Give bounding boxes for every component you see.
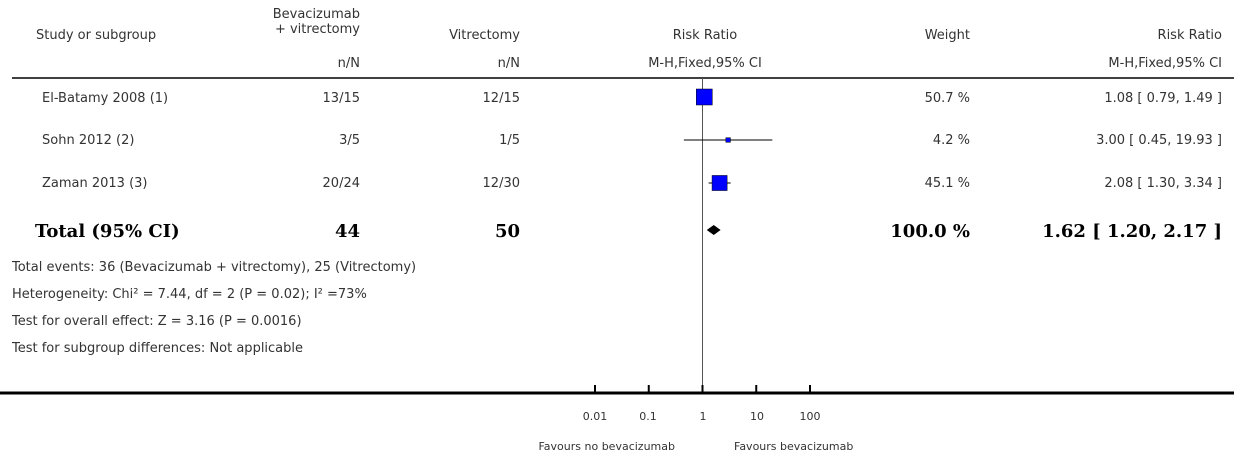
study-treat-1: 13/15 <box>322 91 360 106</box>
study-marker-3 <box>711 175 728 191</box>
header-control: Vitrectomy <box>449 28 520 43</box>
footnote-events: Total events: 36 (Bevacizumab + vitrecto… <box>12 260 417 275</box>
header-treatment: Bevacizumab + vitrectomy <box>272 7 360 37</box>
study-ci-1: 1.08 [ 0.79, 1.49 ] <box>1104 91 1222 106</box>
total-treat: 44 <box>334 221 360 242</box>
study-treat-2: 3/5 <box>339 133 360 148</box>
study-name-2: Sohn 2012 (2) <box>42 133 135 148</box>
tick-label-1: 0.1 <box>639 410 657 423</box>
tick-label-4: 100 <box>799 410 821 423</box>
footnote-heterogeneity: Heterogeneity: Chi² = 7.44, df = 2 (P = … <box>12 287 367 302</box>
favours-right-label: Favours bevacizumab <box>734 440 854 453</box>
study-name-3: Zaman 2013 (3) <box>42 176 148 191</box>
study-ci-2: 3.00 [ 0.45, 19.93 ] <box>1096 133 1222 148</box>
subheader-control: n/N <box>497 56 520 71</box>
pooled-diamond <box>706 225 721 235</box>
total-ctrl: 50 <box>494 221 520 242</box>
subheader-risk-ratio: M-H,Fixed,95% CI <box>648 56 762 71</box>
header-risk-ratio: Risk Ratio <box>672 28 738 43</box>
footnote-overall-effect: Test for overall effect: Z = 3.16 (P = 0… <box>12 314 302 329</box>
study-weight-3: 45.1 % <box>924 176 970 191</box>
study-marker-1 <box>696 88 713 106</box>
study-weight-1: 50.7 % <box>924 91 970 106</box>
study-marker-2 <box>725 137 731 143</box>
header-risk-ratio-2: Risk Ratio <box>1157 28 1222 43</box>
study-weight-2: 4.2 % <box>932 133 970 148</box>
favours-left-label: Favours no bevacizumab <box>538 440 675 453</box>
study-ctrl-1: 12/15 <box>482 91 520 106</box>
study-name-1: El-Batamy 2008 (1) <box>42 91 169 106</box>
tick-label-3: 10 <box>750 410 764 423</box>
header-study: Study or subgroup <box>36 28 157 43</box>
study-treat-3: 20/24 <box>322 176 360 191</box>
header-weight: Weight <box>924 28 970 43</box>
subheader-risk-ratio-2: M-H,Fixed,95% CI <box>1108 56 1222 71</box>
tick-label-2: 1 <box>699 410 707 423</box>
footnote-subgroup: Test for subgroup differences: Not appli… <box>12 341 304 356</box>
total-ci: 1.62 [ 1.20, 2.17 ] <box>1042 221 1222 242</box>
tick-label-0: 0.01 <box>582 410 608 423</box>
total-weight: 100.0 % <box>890 221 970 242</box>
subheader-treatment: n/N <box>337 56 360 71</box>
study-ci-3: 2.08 [ 1.30, 3.34 ] <box>1104 176 1222 191</box>
study-ctrl-2: 1/5 <box>499 133 520 148</box>
total-label: Total (95% CI) <box>35 221 180 242</box>
study-ctrl-3: 12/30 <box>482 176 520 191</box>
